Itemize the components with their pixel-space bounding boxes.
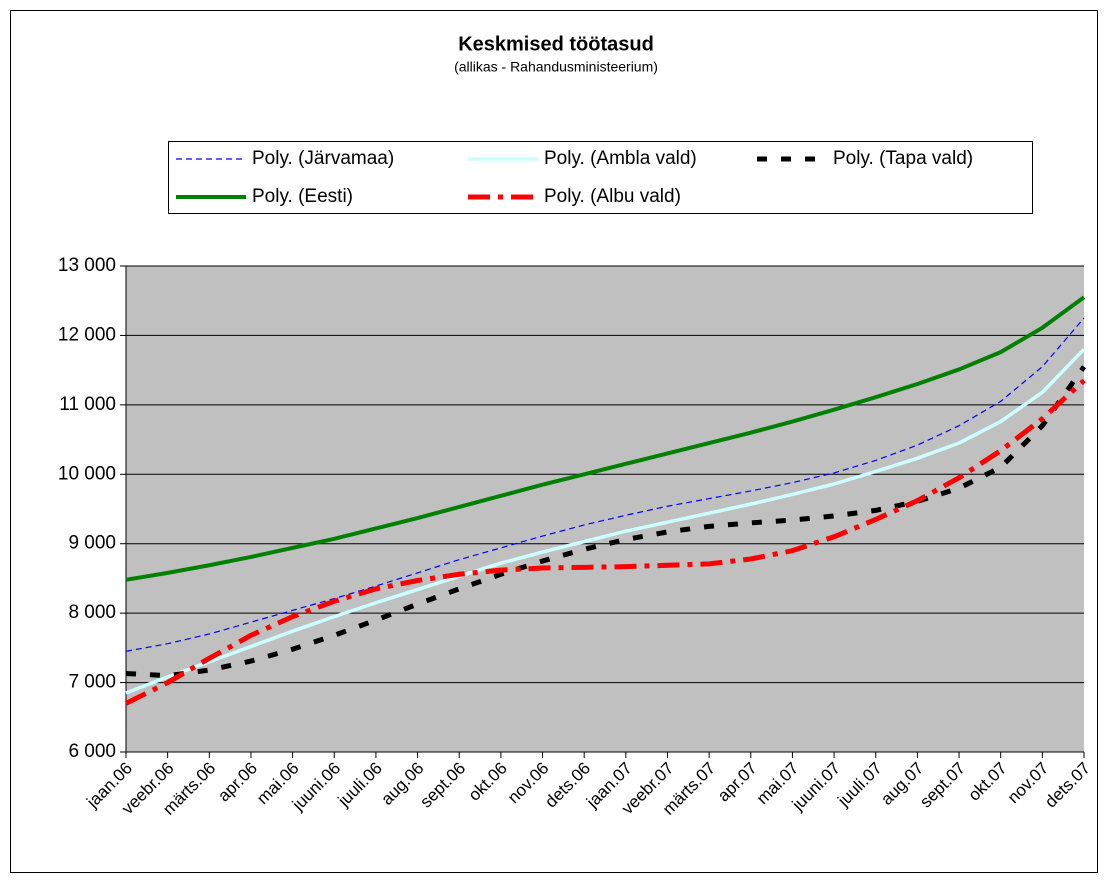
- legend-box: [168, 141, 1033, 214]
- legend-label: Poly. (Albu vald): [544, 186, 681, 207]
- y-tick-label: 13 000: [58, 255, 116, 276]
- legend-label: Poly. (Ambla vald): [544, 148, 697, 169]
- y-tick-label: 6 000: [68, 741, 116, 762]
- y-tick-label: 11 000: [59, 394, 116, 415]
- y-tick-label: 12 000: [58, 324, 116, 345]
- y-tick-label: 7 000: [68, 672, 116, 693]
- series-line: [125, 348, 1086, 695]
- legend-label: Poly. (Järvamaa): [252, 148, 394, 169]
- plot-area: [126, 266, 1084, 752]
- legend-label: Poly. (Eesti): [252, 186, 353, 207]
- series-line: [125, 317, 1085, 652]
- chart-subtitle: (allikas - Rahandusministeerium): [454, 59, 658, 75]
- y-tick-label: 10 000: [58, 463, 116, 484]
- y-tick-label: 8 000: [68, 602, 116, 623]
- chart-title: Keskmised töötasud: [458, 33, 654, 55]
- legend-label: Poly. (Tapa vald): [833, 148, 973, 169]
- y-tick-label: 9 000: [68, 533, 116, 554]
- series-line: [124, 378, 1086, 706]
- series-line: [125, 295, 1086, 582]
